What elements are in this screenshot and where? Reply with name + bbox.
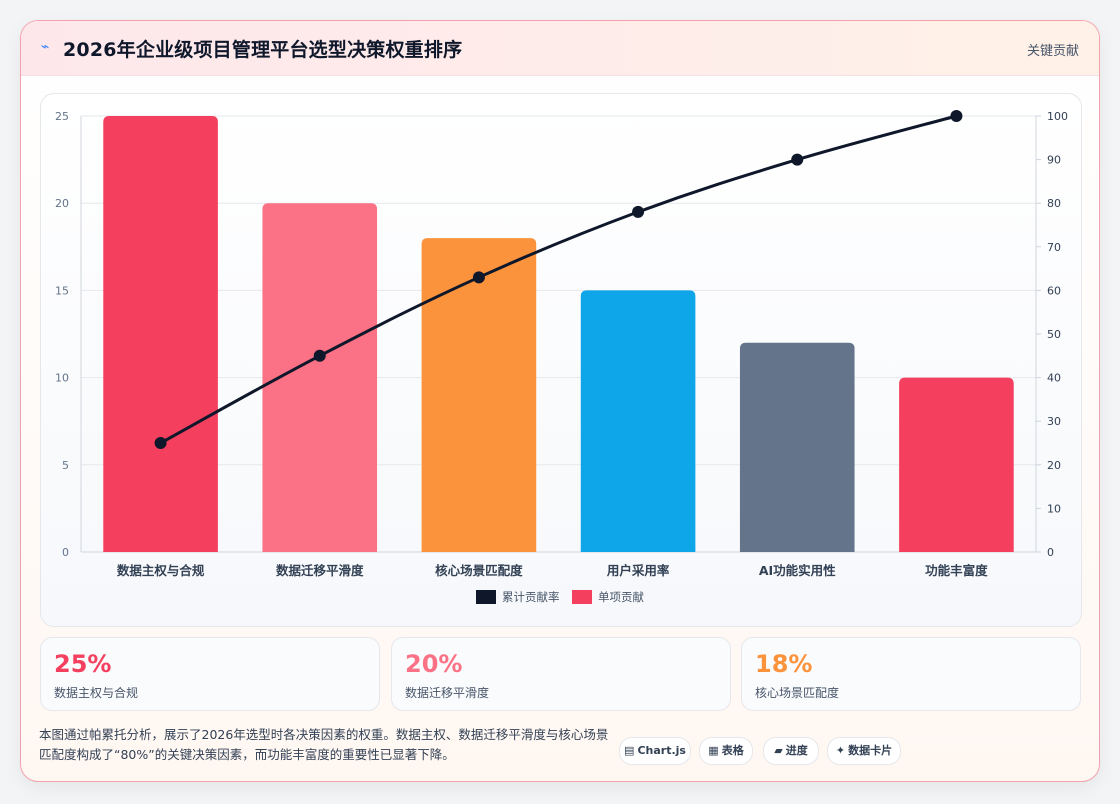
- y-right-tick-label: 50: [1047, 328, 1061, 341]
- pill-progress[interactable]: ▰ 进度: [763, 737, 819, 765]
- card-icon: ✦: [835, 744, 846, 757]
- y-left-tick-label: 15: [55, 284, 69, 297]
- x-tick-label: 数据迁移平滑度: [275, 563, 364, 578]
- cumulative-point: [313, 349, 326, 362]
- chart-panel: 0 5 10 15 20 25 0 10 20 30 40 50 60 70 80 90 100 数据主权与合规 数…: [40, 93, 1082, 627]
- legend-swatch: [476, 590, 496, 604]
- bar: [580, 290, 696, 552]
- y-left-tick-label: 25: [55, 110, 69, 123]
- y-left-tick-label: 0: [62, 546, 69, 559]
- stat-value: 25%: [54, 650, 112, 678]
- y-left-tick-label: 5: [62, 459, 69, 472]
- stat-card-2: 20% 数据迁移平滑度: [391, 637, 731, 711]
- y-right-tick-label: 20: [1047, 459, 1061, 472]
- trend-icon: ⌁: [41, 39, 50, 55]
- pareto-chart: 0 5 10 15 20 25 0 10 20 30 40 50 60 70 80 90 100 数据主权与合规 数…: [55, 110, 1068, 604]
- cumulative-point: [472, 271, 485, 284]
- y-left-tick-label: 20: [55, 197, 69, 210]
- stat-value: 18%: [755, 650, 813, 678]
- y-right-tick-label: 10: [1047, 502, 1061, 515]
- y-right-tick-label: 90: [1047, 154, 1061, 167]
- pill-datacard[interactable]: ✦ 数据卡片: [827, 737, 901, 765]
- stat-value: 20%: [405, 650, 463, 678]
- cumulative-point: [950, 110, 963, 122]
- y-right-tick-label: 80: [1047, 197, 1061, 210]
- pill-chartjs[interactable]: ▤ Chart.js: [619, 737, 691, 765]
- chart-description: 本图通过帕累托分析，展示了2026年选型时各决策因素的权重。数据主权、数据迁移平…: [39, 727, 609, 762]
- stat-label: 核心场景匹配度: [755, 686, 840, 700]
- stat-card-3: 18% 核心场景匹配度: [741, 637, 1081, 711]
- cumulative-point: [154, 437, 167, 449]
- chart-card: ⌁ 2026年企业级项目管理平台选型决策权重排序 关键贡献 0 5 10 15 20 25…: [20, 20, 1100, 782]
- cumulative-point: [791, 153, 804, 166]
- pill-label: 表格: [721, 744, 744, 757]
- header-tag: 关键贡献: [1026, 44, 1079, 59]
- x-tick-label: 数据主权与合规: [116, 563, 205, 578]
- code-icon: ▤: [624, 744, 635, 757]
- bar: [421, 238, 537, 552]
- pill-label: 进度: [785, 744, 808, 757]
- y-right-tick-label: 70: [1047, 241, 1061, 254]
- page-title: 2026年企业级项目管理平台选型决策权重排序: [63, 39, 463, 61]
- progress-icon: ▰: [774, 744, 783, 757]
- bar: [262, 203, 378, 552]
- table-icon: ▦: [708, 744, 719, 757]
- x-tick-label: 用户采用率: [606, 563, 670, 578]
- legend-swatch: [572, 590, 592, 604]
- stat-card-1: 25% 数据主权与合规: [40, 637, 380, 711]
- stat-label: 数据主权与合规: [54, 686, 139, 700]
- cumulative-line: [159, 114, 957, 445]
- stat-label: 数据迁移平滑度: [405, 686, 490, 700]
- x-tick-label: 功能丰富度: [925, 563, 988, 578]
- pill-label: 数据卡片: [848, 744, 893, 757]
- x-tick-label: 核心场景匹配度: [435, 563, 523, 578]
- card-header: ⌁ 2026年企业级项目管理平台选型决策权重排序 关键贡献: [21, 21, 1099, 76]
- y-right-tick-label: 100: [1047, 110, 1068, 123]
- pill-table[interactable]: ▦ 表格: [699, 737, 753, 765]
- bar: [899, 377, 1014, 552]
- y-right-tick-label: 40: [1047, 372, 1061, 385]
- y-right-tick-label: 60: [1047, 284, 1061, 297]
- y-left-tick-label: 10: [55, 372, 69, 385]
- bar: [739, 342, 855, 552]
- legend-label: 单项贡献: [598, 590, 644, 604]
- x-tick-label: AI功能实用性: [759, 563, 836, 578]
- y-right-tick-label: 30: [1047, 415, 1061, 428]
- legend-label: 累计贡献率: [502, 590, 560, 604]
- y-right-tick-label: 0: [1047, 546, 1054, 559]
- cumulative-point: [632, 205, 645, 218]
- bar: [103, 116, 218, 552]
- pill-label: Chart.js: [637, 744, 686, 757]
